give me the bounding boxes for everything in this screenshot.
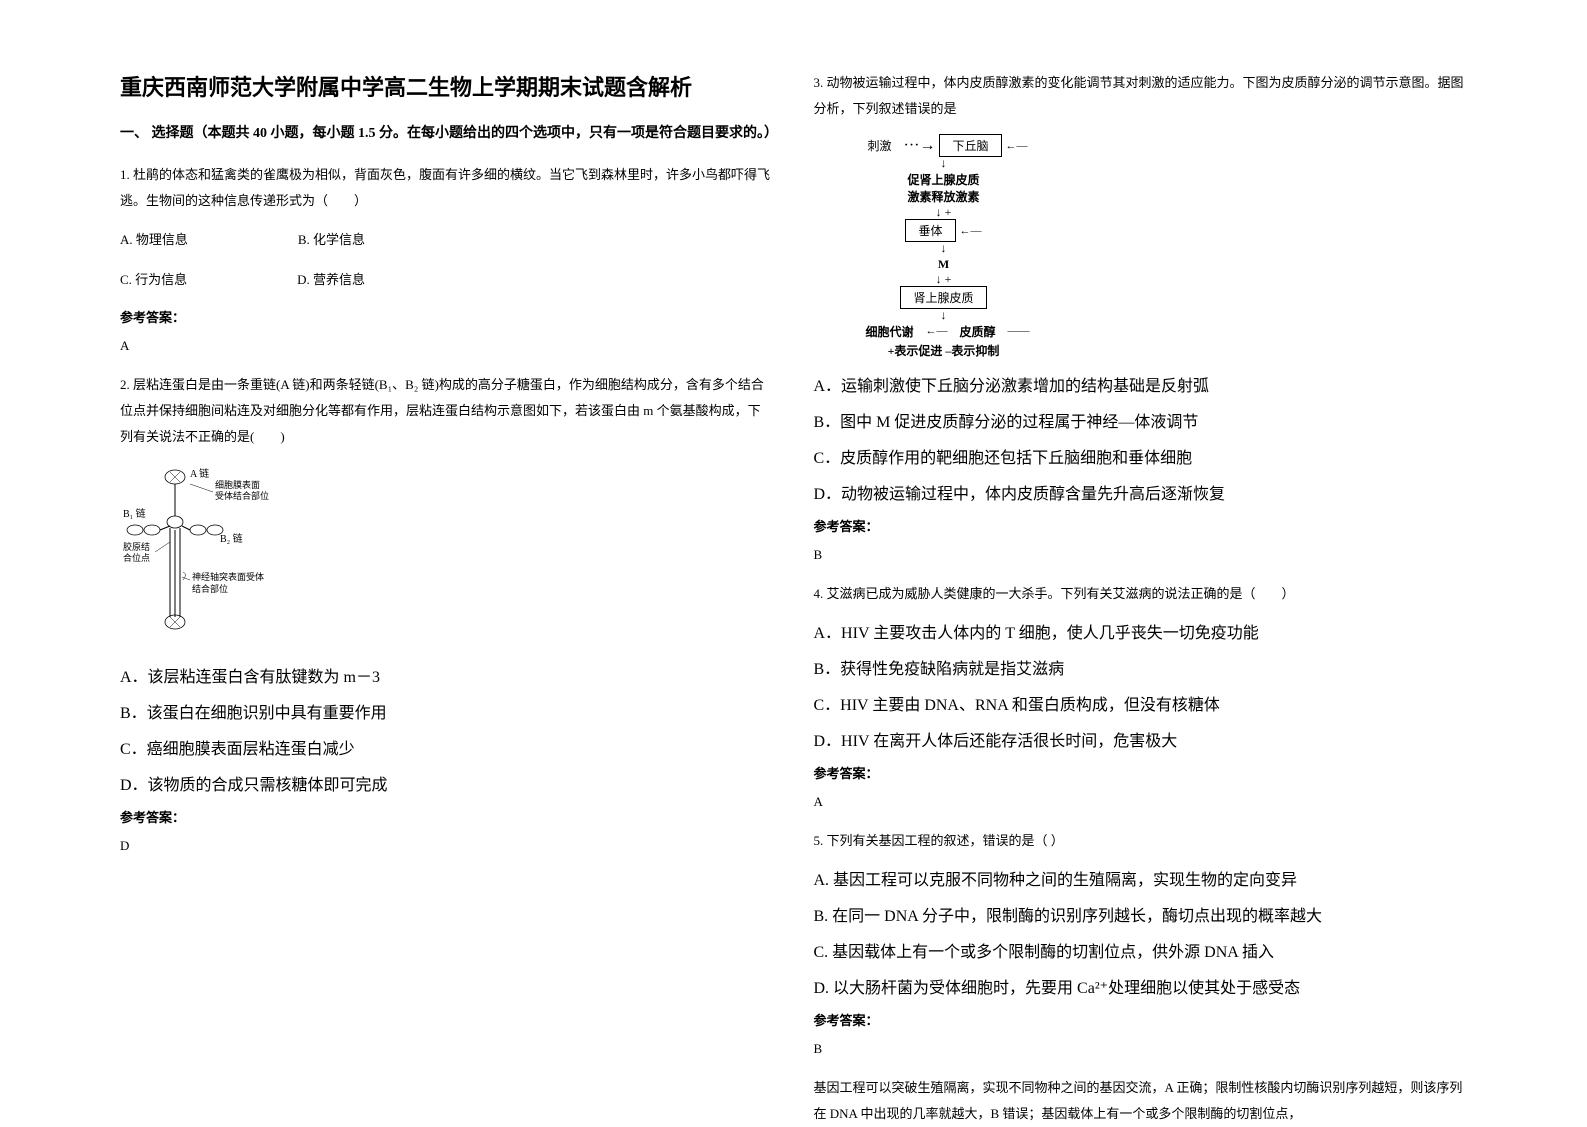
question-4-text: 4. 艾滋病已成为威胁人类健康的一大杀手。下列有关艾滋病的说法正确的是（ ） [814,581,1468,607]
arrow-left-icon: ←— [926,325,948,337]
q4-option-b: B．获得性免疫缺陷病就是指艾滋病 [814,655,1468,679]
q5-option-b: B. 在同一 DNA 分子中，限制酶的识别序列越长，酶切点出现的概率越大 [814,902,1468,926]
section-header: 一、 选择题（本题共 40 小题，每小题 1.5 分。在每小题给出的四个选项中，… [120,122,774,146]
q5-option-d: D. 以大肠杆菌为受体细胞时，先要用 Ca²⁺处理细胞以使其处于感受态 [814,974,1468,998]
q2-option-a: A．该层粘连蛋白含有肽键数为 m－3 [120,663,774,687]
diagram-membrane-label: 细胞膜表面 [215,479,260,490]
q1-option-c: C. 行为信息 [120,266,187,295]
q2-option-d: D．该物质的合成只需核糖体即可完成 [120,771,774,795]
arrow-right-icon: ···→ [904,137,936,155]
q1-option-b: B. 化学信息 [298,226,365,255]
feedback-minus-icon: ←— [1006,140,1028,152]
protein-diagram: A 链 细胞膜表面 受体结合部位 B₁ 链 B₂ 链 胶原结 合位点 [120,462,774,647]
q5-option-a: A. 基因工程可以克服不同物种之间的生殖隔离，实现生物的定向变异 [814,866,1468,890]
q4-option-a: A．HIV 主要攻击人体内的 T 细胞，使人几乎丧失一切免疫功能 [814,619,1468,643]
arrow-down-icon-5: ↓ [844,309,1044,322]
q4-option-c: C．HIV 主要由 DNA、RNA 和蛋白质构成，但没有核糖体 [814,691,1468,715]
q5-answer: B [814,1041,1468,1057]
q2-option-c: C．癌细胞膜表面层粘连蛋白减少 [120,735,774,759]
diagram-neuron-label-2: 结合部位 [192,583,228,594]
q2-answer-label: 参考答案： [120,807,774,826]
arrow-down-icon-3: ↓ [844,242,1044,255]
arrow-down-icon-4: ↓ + [844,273,1044,286]
flow-adrenal: 肾上腺皮质 [900,286,986,309]
question-3-text: 3. 动物被运输过程中，体内皮质醇激素的变化能调节其对刺激的适应能力。下图为皮质… [814,70,1468,122]
q4-answer: A [814,794,1468,810]
flow-pituitary: 垂体 [905,219,955,242]
arrow-down-icon-2: ↓ + [844,206,1044,219]
flow-crh: 促肾上腺皮质 激素释放激素 [899,170,987,206]
cortisol-flow-diagram: 刺激 ···→ 下丘脑 ←— ↓ 促肾上腺皮质 激素释放激素 ↓ + 垂体 ←—… [844,134,1044,360]
page-title: 重庆西南师范大学附属中学高二生物上学期期末试题含解析 [120,70,774,102]
q5-explanation: 基因工程可以突破生殖隔离，实现不同物种之间的基因交流，A 正确；限制性核酸内切酶… [814,1075,1468,1127]
q3-option-d: D．动物被运输过程中，体内皮质醇含量先升高后逐渐恢复 [814,480,1468,504]
q3-answer: B [814,547,1468,563]
q3-option-c: C．皮质醇作用的靶细胞还包括下丘脑细胞和垂体细胞 [814,444,1468,468]
diagram-b2-label: B₂ 链 [220,532,243,545]
q3-answer-label: 参考答案： [814,516,1468,535]
question-5-text: 5. 下列有关基因工程的叙述，错误的是（ ） [814,828,1468,854]
diagram-collagen-label-2: 合位点 [123,552,150,563]
q3-option-b: B．图中 M 促进皮质醇分泌的过程属于神经—体液调节 [814,408,1468,432]
diagram-a-chain-label: A 链 [190,467,209,480]
feedback-line-icon: —— [1008,325,1030,337]
diagram-b1-label: B₁ 链 [123,507,146,520]
q1-answer-label: 参考答案： [120,307,774,326]
q2-answer: D [120,838,774,854]
q4-answer-label: 参考答案： [814,763,1468,782]
flow-metabolism: 细胞代谢 [857,322,921,341]
flow-hypothalamus: 下丘脑 [939,134,1001,157]
q2-option-b: B．该蛋白在细胞识别中具有重要作用 [120,699,774,723]
feedback-arrow-icon: ←— [960,225,982,237]
question-1-text: 1. 杜鹃的体态和猛禽类的雀鹰极为相似，背面灰色，腹面有许多细的横纹。当它飞到森… [120,162,774,214]
diagram-neuron-label-1: 神经轴突表面受体 [192,571,264,582]
q1-answer: A [120,338,774,354]
q3-option-a: A．运输刺激使下丘脑分泌激素增加的结构基础是反射弧 [814,372,1468,396]
diagram-collagen-label-1: 胶原结 [123,541,150,552]
question-1-options: A. 物理信息 B. 化学信息 C. 行为信息 D. 营养信息 [120,226,774,295]
flow-legend: +表示促进 –表示抑制 [880,341,1008,360]
q5-option-c: C. 基因载体上有一个或多个限制酶的切割位点，供外源 DNA 插入 [814,938,1468,962]
question-2-text: 2. 层粘连蛋白是由一条重链(A 链)和两条轻链(B₁、B₂ 链)构成的高分子糖… [120,372,774,450]
arrow-down-icon: ↓ [844,157,1044,170]
q1-option-a: A. 物理信息 [120,226,188,255]
flow-cortisol: 皮质醇 [952,322,1004,341]
q1-option-d: D. 营养信息 [297,266,365,295]
q5-answer-label: 参考答案： [814,1010,1468,1029]
diagram-receptor-label: 受体结合部位 [215,490,269,501]
flow-m: M [930,256,957,273]
flow-stimulus: 刺激 [859,136,899,155]
q4-option-d: D．HIV 在离开人体后还能存活很长时间，危害极大 [814,727,1468,751]
